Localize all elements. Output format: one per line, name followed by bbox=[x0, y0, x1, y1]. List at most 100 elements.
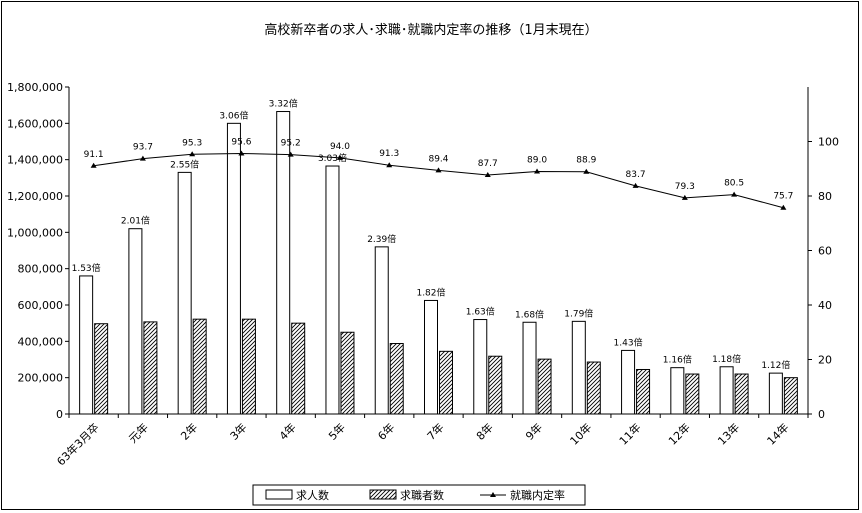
bar-applicants bbox=[439, 350, 453, 415]
legend: 求人数 求職者数 就職内定率 bbox=[252, 484, 586, 506]
rate-label: 88.9 bbox=[576, 156, 596, 166]
bar-applicants bbox=[143, 321, 158, 415]
bar-jobs bbox=[128, 228, 143, 415]
x-tick-label: 11年 bbox=[616, 420, 644, 448]
rate-label: 89.0 bbox=[527, 155, 547, 165]
bar-applicants bbox=[389, 343, 404, 415]
bar-jobs bbox=[177, 171, 192, 415]
x-tick-label: 4年 bbox=[276, 420, 299, 443]
legend-label-jobs: 求人数 bbox=[296, 489, 329, 502]
ratio-label: 2.55倍 bbox=[170, 158, 199, 170]
legend-swatch-applicants bbox=[369, 489, 397, 500]
ratio-label: 1.16倍 bbox=[663, 354, 692, 366]
ratio-label: 1.79倍 bbox=[564, 307, 593, 319]
ratio-label: 3.03倍 bbox=[318, 152, 347, 164]
rate-label: 94.0 bbox=[330, 142, 350, 152]
rate-point bbox=[435, 167, 442, 173]
rate-point bbox=[336, 154, 343, 160]
bar-applicants bbox=[685, 373, 700, 415]
rate-point bbox=[386, 162, 393, 168]
rate-label: 93.7 bbox=[133, 143, 153, 153]
bar-jobs bbox=[424, 299, 438, 415]
bar-jobs bbox=[276, 111, 291, 415]
ratio-label: 2.01倍 bbox=[121, 215, 150, 227]
x-tick-label: 63年3月卒 bbox=[54, 420, 102, 468]
legend-swatch-rate-marker bbox=[490, 492, 496, 497]
x-tick-label: 元年 bbox=[126, 420, 151, 445]
rate-point bbox=[238, 150, 245, 156]
bar-applicants bbox=[241, 318, 256, 415]
ratio-label: 1.12倍 bbox=[761, 359, 790, 371]
bar-applicants bbox=[586, 361, 601, 415]
x-tick-label: 3年 bbox=[227, 420, 250, 443]
bars bbox=[79, 111, 798, 415]
rate-point bbox=[287, 151, 294, 157]
rate-label: 95.6 bbox=[231, 137, 251, 147]
rate-point bbox=[731, 191, 738, 197]
bar-jobs bbox=[473, 319, 488, 415]
rate-label: 91.3 bbox=[379, 149, 399, 159]
ratio-label: 1.82倍 bbox=[416, 286, 445, 298]
bar-jobs bbox=[79, 275, 94, 415]
bar-jobs bbox=[374, 246, 389, 415]
bar-jobs bbox=[325, 165, 340, 415]
y-left-tick-label: 0 bbox=[56, 408, 63, 421]
y-right-tick-label: 40 bbox=[818, 299, 832, 312]
x-tick-label: 13年 bbox=[715, 420, 743, 448]
bar-applicants bbox=[291, 322, 306, 415]
x-tick-label: 9年 bbox=[523, 420, 546, 443]
rate-point bbox=[583, 168, 590, 174]
data-labels: 1.53倍 2.01倍 2.55倍 3.06倍 3.32倍 3.03倍 2.39倍 1.82倍… bbox=[72, 98, 794, 372]
rate-label: 80.5 bbox=[724, 179, 744, 189]
bar-jobs bbox=[670, 367, 685, 415]
ratio-label: 1.43倍 bbox=[614, 336, 643, 348]
y-left-tick-label: 1,400,000 bbox=[7, 154, 63, 167]
bar-applicants bbox=[636, 368, 651, 415]
ratio-label: 1.68倍 bbox=[515, 308, 544, 320]
bar-applicants bbox=[192, 318, 207, 415]
legend-label-applicants: 求職者数 bbox=[400, 489, 444, 502]
y-left-tick-label: 400,000 bbox=[18, 335, 64, 348]
y-left-tick-label: 1,200,000 bbox=[7, 190, 63, 203]
bar-jobs bbox=[621, 349, 636, 415]
x-tick-label: 8年 bbox=[473, 420, 496, 443]
x-tick-label: 7年 bbox=[424, 420, 447, 443]
y-right-tick-label: 100 bbox=[818, 136, 839, 149]
rate-point bbox=[534, 168, 541, 174]
y-left-tick-label: 800,000 bbox=[18, 263, 64, 276]
ratio-label: 2.39倍 bbox=[367, 233, 396, 245]
y-left-tick-label: 1,800,000 bbox=[7, 81, 63, 94]
rate-line bbox=[90, 150, 787, 210]
legend-box bbox=[252, 484, 586, 506]
bar-applicants bbox=[783, 377, 798, 415]
rate-label: 89.4 bbox=[428, 154, 448, 164]
bar-applicants bbox=[340, 331, 355, 415]
bar-jobs bbox=[522, 321, 537, 415]
rate-point bbox=[632, 182, 639, 188]
y-right-tick-label: 20 bbox=[818, 354, 832, 367]
x-tick-label: 12年 bbox=[665, 420, 693, 448]
y-right-tick-label: 60 bbox=[818, 245, 832, 258]
rate-label: 83.7 bbox=[626, 170, 646, 180]
bar-jobs bbox=[719, 366, 734, 415]
rate-label: 75.7 bbox=[773, 192, 793, 202]
bar-applicants bbox=[734, 373, 749, 415]
ratio-label: 3.32倍 bbox=[269, 98, 298, 110]
rate-label: 87.7 bbox=[478, 159, 498, 169]
bar-jobs bbox=[571, 320, 586, 415]
y-left-tick-label: 1,600,000 bbox=[7, 117, 63, 130]
legend-swatch-jobs bbox=[265, 489, 293, 500]
x-tick-label: 6年 bbox=[375, 420, 398, 443]
rate-point bbox=[780, 204, 787, 210]
y-right-tick-label: 80 bbox=[818, 190, 832, 203]
y-left-tick-label: 600,000 bbox=[18, 299, 64, 312]
bar-jobs bbox=[226, 122, 241, 415]
x-tick-label: 10年 bbox=[567, 420, 595, 448]
rate-point bbox=[139, 155, 146, 161]
rate-point bbox=[90, 162, 97, 168]
y-left-tick-label: 1,000,000 bbox=[7, 226, 63, 239]
x-tick-label: 14年 bbox=[764, 420, 792, 448]
rate-label: 95.2 bbox=[281, 139, 301, 149]
